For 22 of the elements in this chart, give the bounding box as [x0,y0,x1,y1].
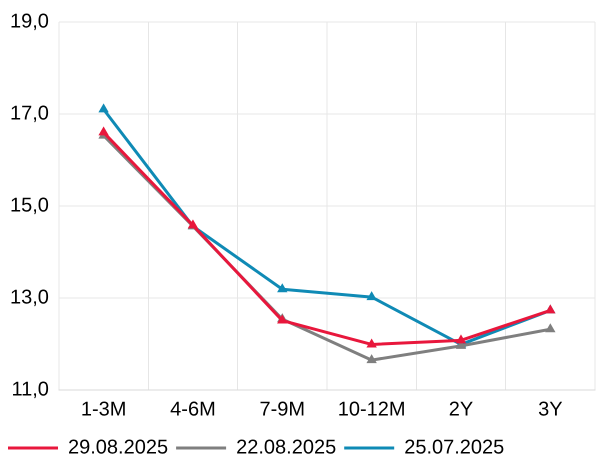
point [366,354,377,364]
x-tick-label: 2Y [448,398,474,421]
point [98,126,109,136]
x-tick-label: 4-6M [170,398,216,421]
legend-label: 22.08.2025 [236,436,336,459]
point [366,338,377,348]
x-tick-label: 7-9M [260,398,306,421]
point [277,283,288,292]
x-tick-label: 1-3M [80,398,126,421]
point [98,103,109,112]
point [366,291,377,300]
legend-label: 29.08.2025 [68,436,168,459]
legend-label: 25.07.2025 [404,436,504,459]
y-tick-label: 11,0 [11,378,49,401]
y-tick-label: 17,0 [10,102,49,125]
y-tick-label: 15,0 [10,194,49,217]
point [545,323,556,332]
y-tick-label: 19,0 [10,10,49,33]
y-tick-label: 13,0 [10,286,49,309]
x-tick-label: 3Y [538,398,563,421]
x-tick-label: 10-12M [338,398,406,421]
point [456,334,466,344]
